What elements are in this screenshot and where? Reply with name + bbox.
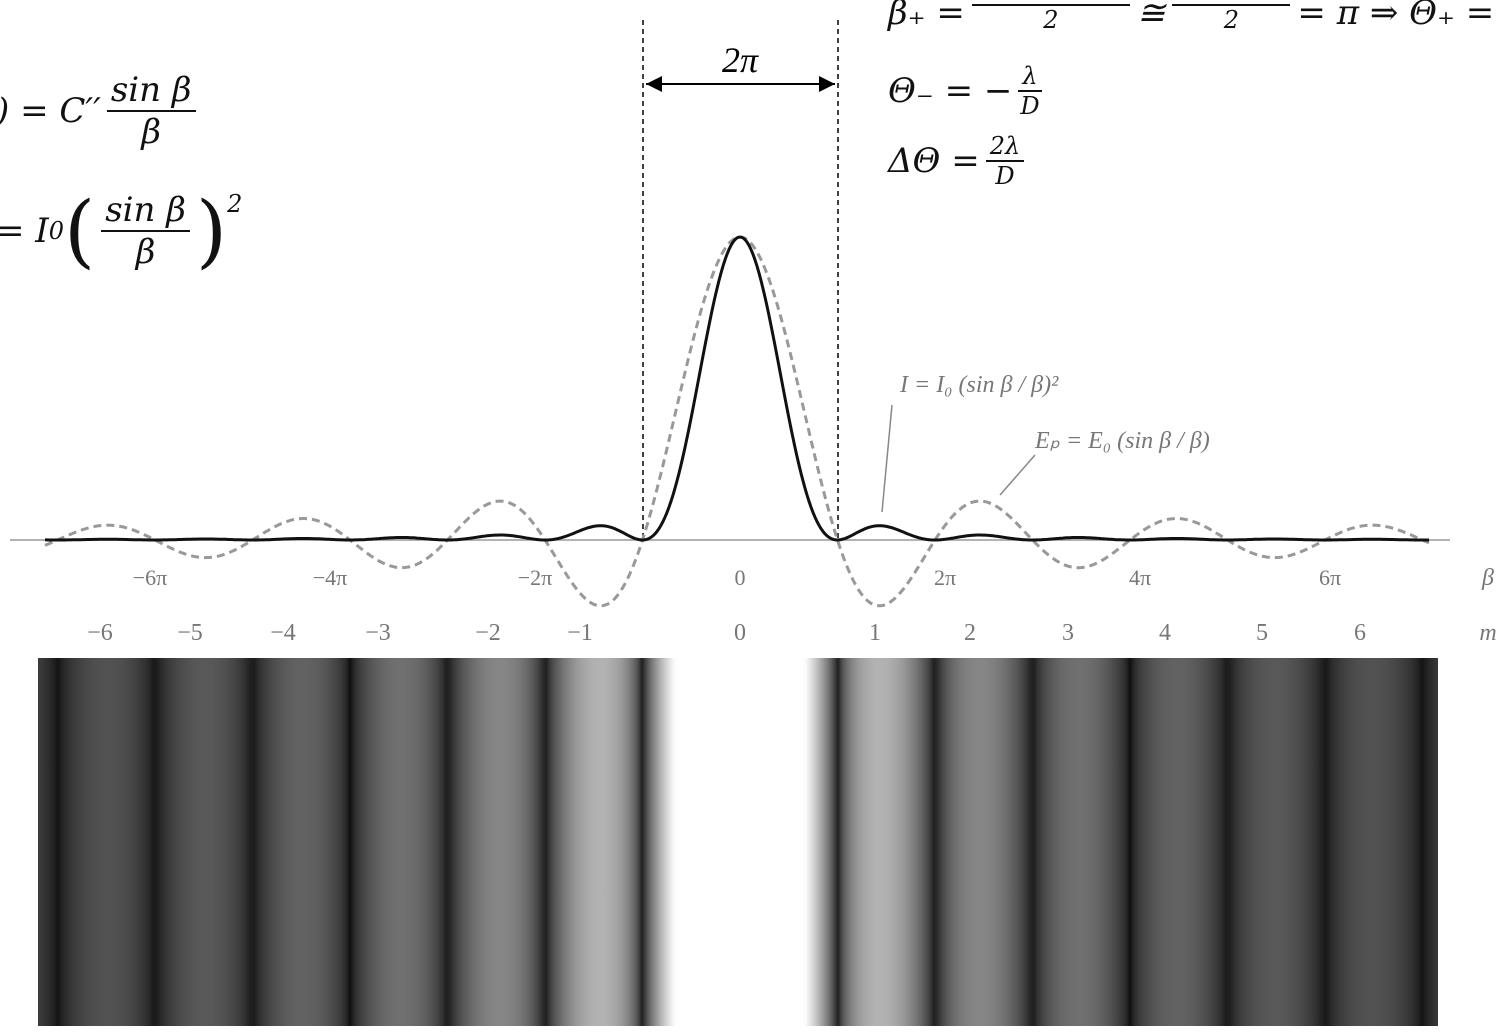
pointer — [881, 404, 893, 513]
paren: ) — [195, 184, 228, 277]
beta-tick-label: 2π — [934, 565, 956, 590]
eq-den: β — [141, 112, 161, 152]
m-tick-label: 3 — [1062, 620, 1074, 646]
m-tick-label: 4 — [1159, 620, 1171, 646]
m-axis-label: m — [1479, 620, 1496, 646]
eq-exp: 2 — [227, 190, 243, 218]
field-curve — [44, 235, 1430, 608]
m-tick-label: −4 — [270, 620, 296, 646]
eq-text: = I — [0, 211, 49, 251]
m-tick-label: −3 — [365, 620, 391, 646]
m-tick-label: 6 — [1354, 620, 1366, 646]
beta-tick-label: 6π — [1319, 565, 1341, 590]
eq-text: ≅ — [1136, 0, 1166, 33]
delta-theta-equation: ΔΘ = 2λ D — [888, 132, 1030, 190]
eq-num: sin β — [106, 70, 196, 112]
eq-num: sin β — [101, 190, 190, 232]
m-tick-label: −6 — [87, 620, 113, 646]
m-tick-label: 2 — [964, 620, 976, 646]
fraction: 2 — [1171, 0, 1291, 34]
eq-num: λ — [1018, 62, 1042, 92]
eq-text: = π ⇒ Θ₊ = — [1297, 0, 1495, 33]
width-label: 2π — [722, 40, 759, 80]
eq-num: 2λ — [985, 132, 1025, 162]
eq-text: ) = C′′ — [0, 91, 101, 131]
beta-plus-equation: β₊ = 2 ≅ 2 = π ⇒ Θ₊ = — [888, 0, 1494, 34]
m-tick-label: −2 — [475, 620, 501, 646]
eq-text: Θ₋ = − — [888, 71, 1013, 111]
eq-den: 2 — [1043, 6, 1059, 34]
beta-tick-label: 0 — [735, 565, 746, 590]
m-tick-label: 5 — [1256, 620, 1268, 646]
intensity-curve — [45, 235, 1429, 542]
m-tick-label: 1 — [869, 620, 881, 646]
fraction: 2λ D — [985, 132, 1025, 190]
m-tick-label: 0 — [734, 620, 746, 646]
eq-sub: 0 — [48, 217, 65, 245]
eq-text: ΔΘ = — [888, 141, 980, 181]
eq-den: β — [135, 232, 156, 272]
beta-tick-label: −6π — [133, 565, 168, 590]
eq-text: β₊ = — [888, 0, 965, 33]
eq-den: 2 — [1223, 6, 1240, 34]
eq-den: D — [995, 162, 1015, 190]
beta-tick-label: 4π — [1129, 565, 1151, 590]
pointer — [999, 454, 1036, 496]
beta-tick-label: −4π — [313, 565, 348, 590]
beta-tick-label: −2π — [518, 565, 553, 590]
m-tick-label: −1 — [567, 620, 593, 646]
paren: ( — [64, 184, 96, 277]
m-tick-label: −5 — [177, 620, 203, 646]
fraction-bar — [1172, 0, 1291, 6]
intensity-label: I = I₀ (sin β / β)² — [899, 372, 1059, 398]
eq-den: D — [1020, 92, 1040, 120]
fraction: 2 — [971, 0, 1131, 34]
fringe-pattern — [38, 658, 1438, 1026]
field-label: Eₚ = E₀ (sin β / β) — [1034, 428, 1210, 454]
fraction-bar — [971, 0, 1130, 6]
beta-axis-label: β — [1481, 565, 1494, 591]
